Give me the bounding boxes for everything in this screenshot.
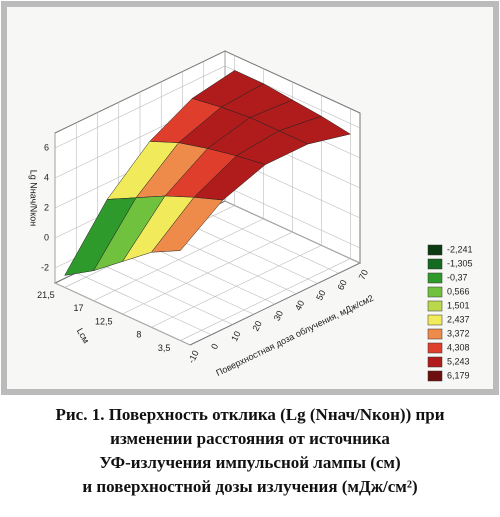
x-tick-label: 30 [272, 309, 285, 322]
legend-swatch [427, 342, 443, 354]
x-tick-label: 20 [250, 319, 263, 332]
legend-label: 2,437 [447, 314, 470, 324]
grid-line [54, 65, 361, 149]
y-tick-label: 21,5 [37, 290, 55, 300]
legend-label: 1,501 [447, 300, 470, 310]
legend-label: 4,308 [447, 342, 470, 352]
x-tick-label: 70 [357, 268, 370, 281]
legend-label: 0,566 [447, 286, 470, 296]
y-tick-label: 8 [136, 330, 141, 340]
legend-label: 5,243 [447, 356, 470, 366]
caption-line: УФ-излучения импульсной лампы (см) [99, 453, 400, 472]
legend-swatch [427, 370, 443, 382]
legend-label: -2,241 [447, 244, 473, 254]
z-tick-label: 0 [44, 232, 49, 242]
legend-swatch [427, 286, 443, 298]
grid-line [54, 133, 191, 346]
x-tick-label: 50 [314, 289, 327, 302]
legend-swatch [427, 314, 443, 326]
legend-swatch [427, 258, 443, 270]
z-tick-label: 2 [44, 202, 49, 212]
caption-line: и поверхностной дозы излучения (мДж/см²) [82, 477, 417, 496]
caption-line: Рис. 1. Поверхность отклика (Lg (Nнач/Nк… [55, 405, 444, 424]
surface-patch [150, 197, 224, 253]
legend-label: -1,305 [447, 258, 473, 268]
grid-line [180, 108, 351, 341]
legend-swatch [427, 328, 443, 340]
legend-swatch [427, 244, 443, 256]
legend-swatch [427, 272, 443, 284]
z-axis-label: Lg Nнач/Nкон [29, 170, 39, 227]
legend-swatch [427, 300, 443, 312]
z-tick-label: 4 [44, 172, 49, 182]
x-tick-label: 40 [293, 299, 306, 312]
legend-label: -0,37 [447, 272, 468, 282]
x-tick-label: 0 [209, 342, 220, 351]
y-tick-label: 12,5 [95, 316, 113, 326]
x-tick-label: 60 [335, 278, 348, 291]
legend-label: 6,179 [447, 370, 470, 380]
legend-swatch [427, 356, 443, 368]
y-tick-label: 3,5 [158, 343, 171, 353]
y-tick-label: 17 [74, 303, 84, 313]
legend-label: 3,372 [447, 328, 470, 338]
grid-line [151, 95, 322, 328]
z-tick-label: 6 [44, 142, 49, 152]
z-tick-label: -2 [41, 262, 49, 272]
caption-line: изменении расстояния от источника [110, 429, 390, 448]
x-tick-label: 10 [229, 330, 242, 343]
